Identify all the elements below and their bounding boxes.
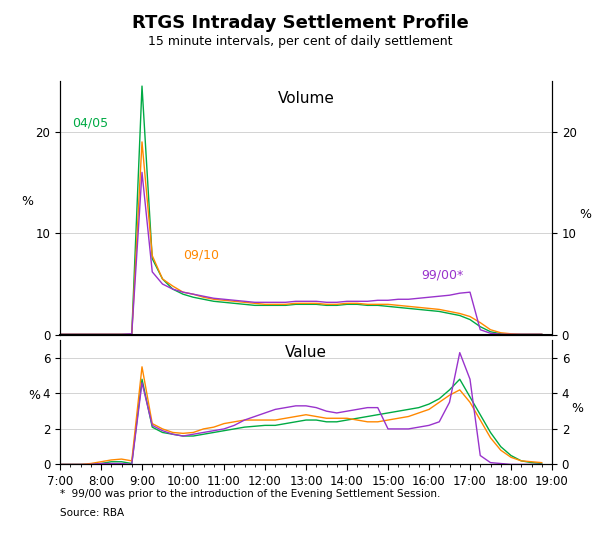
Text: Volume: Volume: [278, 91, 334, 106]
Y-axis label: %: %: [21, 195, 33, 208]
Text: 99/00*: 99/00*: [421, 269, 463, 282]
Text: Value: Value: [285, 345, 327, 360]
Text: *  99/00 was prior to the introduction of the Evening Settlement Session.: * 99/00 was prior to the introduction of…: [60, 489, 440, 499]
Text: RTGS Intraday Settlement Profile: RTGS Intraday Settlement Profile: [131, 14, 469, 31]
Text: Source: RBA: Source: RBA: [60, 508, 124, 518]
Y-axis label: %: %: [579, 208, 591, 221]
Text: 04/05: 04/05: [73, 117, 109, 130]
Text: 09/10: 09/10: [183, 248, 219, 261]
Y-axis label: %: %: [572, 402, 584, 415]
Y-axis label: %: %: [28, 389, 40, 402]
Text: 15 minute intervals, per cent of daily settlement: 15 minute intervals, per cent of daily s…: [148, 35, 452, 48]
